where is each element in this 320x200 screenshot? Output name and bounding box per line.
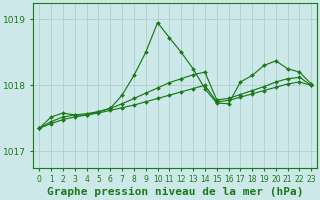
X-axis label: Graphe pression niveau de la mer (hPa): Graphe pression niveau de la mer (hPa)	[47, 187, 304, 197]
